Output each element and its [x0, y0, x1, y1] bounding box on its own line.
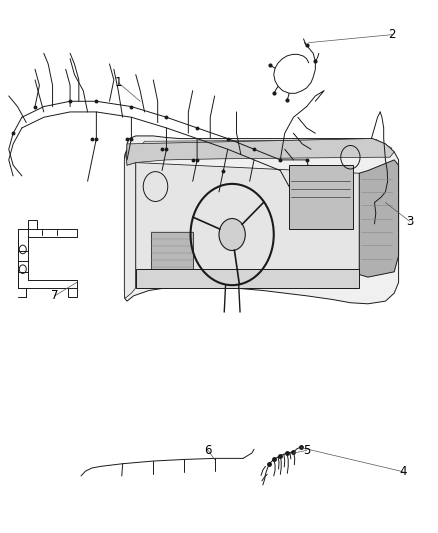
FancyBboxPatch shape	[289, 165, 353, 229]
Text: 4: 4	[399, 465, 407, 478]
Text: 6: 6	[204, 444, 212, 457]
Text: 2: 2	[388, 28, 396, 41]
FancyBboxPatch shape	[151, 232, 193, 274]
Text: 3: 3	[406, 215, 413, 228]
FancyBboxPatch shape	[136, 269, 359, 288]
Text: 7: 7	[51, 289, 59, 302]
Text: 5: 5	[303, 444, 310, 457]
Polygon shape	[124, 136, 399, 304]
Polygon shape	[359, 160, 399, 277]
Polygon shape	[140, 140, 392, 152]
Polygon shape	[127, 139, 394, 165]
Text: 1: 1	[114, 76, 122, 89]
Polygon shape	[136, 163, 359, 288]
Polygon shape	[124, 149, 136, 298]
Circle shape	[219, 219, 245, 251]
